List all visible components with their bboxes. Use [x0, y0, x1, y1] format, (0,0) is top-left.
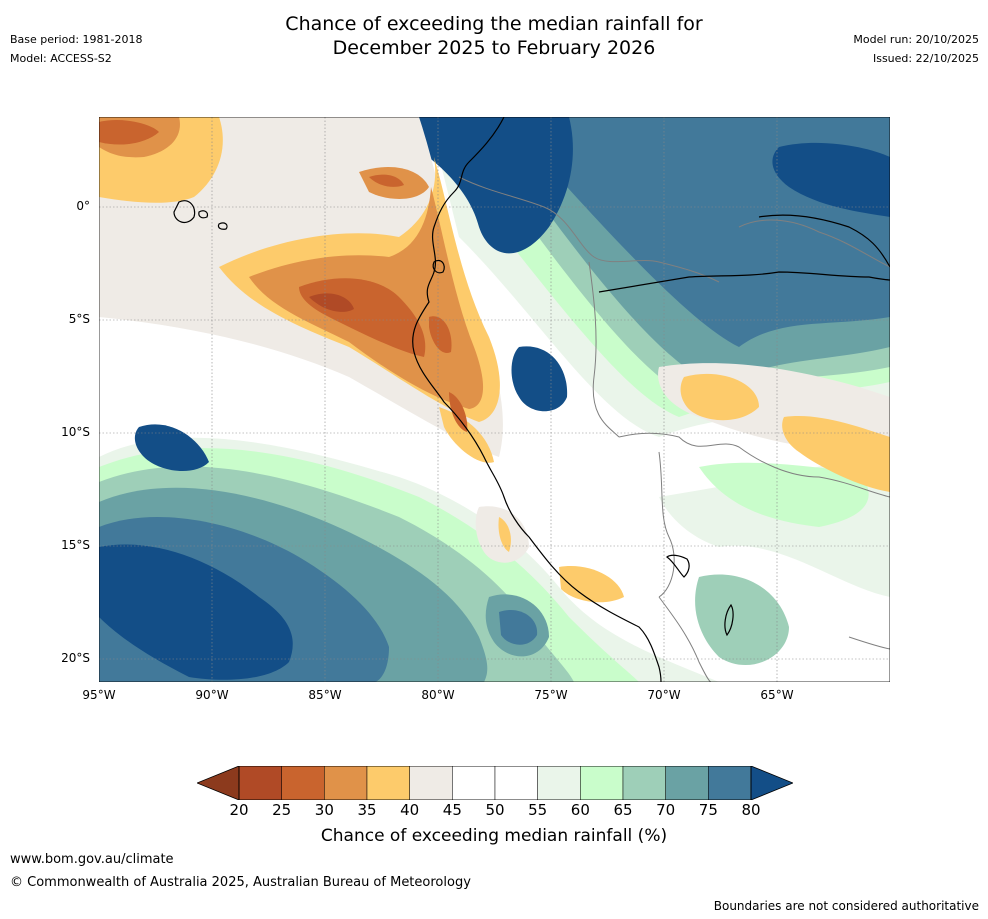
- colorbar-under-arrow: [197, 766, 240, 800]
- colorbar-tick-label: 20: [229, 801, 249, 819]
- y-tick-label: 15°S: [61, 538, 90, 553]
- boundaries-disclaimer: Boundaries are not considered authoritat…: [713, 899, 979, 913]
- country-borders: [458, 176, 890, 682]
- colorbar-tick-label: 60: [570, 801, 590, 819]
- footer-copyright: © Commonwealth of Australia 2025, Austra…: [10, 875, 471, 890]
- colorbar-tick-label: 35: [357, 801, 377, 819]
- x-tick-label: 70°W: [647, 688, 681, 702]
- colorbar-cell: [580, 766, 624, 800]
- chart-title: Chance of exceeding the median rainfall …: [0, 12, 988, 60]
- x-tick-label: 90°W: [195, 688, 229, 702]
- x-tick-label: 80°W: [421, 688, 455, 702]
- colorbar-label: Chance of exceeding median rainfall (%): [320, 826, 668, 846]
- colorbar-tick-label: 65: [613, 801, 633, 819]
- colorbar-tick-label: 55: [528, 801, 548, 819]
- colorbar-cell: [708, 766, 752, 800]
- colorbar-cell: [665, 766, 709, 800]
- colorbar-cell: [238, 766, 282, 800]
- colorbar-tick-label: 70: [656, 801, 676, 819]
- colorbar-cell: [537, 766, 581, 800]
- colorbar-tick-label: 45: [442, 801, 462, 819]
- y-tick-label: 5°S: [68, 312, 90, 327]
- region-20-25: [309, 293, 354, 312]
- colorbar-frame: [238, 766, 752, 800]
- colorbar-tick-label: 50: [485, 801, 505, 819]
- colorbar-cell: [281, 766, 325, 800]
- colorbar-cell: [409, 766, 453, 800]
- graticule: [99, 117, 890, 682]
- colorbar-cell: [366, 766, 410, 800]
- colorbar-cell: [494, 766, 538, 800]
- footer-url[interactable]: www.bom.gov.au/climate: [10, 852, 174, 867]
- colorbar: [197, 766, 793, 800]
- y-tick-label: 0°: [76, 199, 90, 214]
- meta-left: Base period: 1981-2018 Model: ACCESS-S2: [10, 30, 142, 68]
- model-run-date: Model run: 20/10/2025: [853, 33, 979, 46]
- title-line-2: December 2025 to February 2026: [332, 37, 656, 59]
- x-tick-label: 85°W: [308, 688, 342, 702]
- title-line-1: Chance of exceeding the median rainfall …: [285, 13, 703, 35]
- colorbar-over-arrow: [750, 766, 793, 800]
- y-tick-label: 10°S: [61, 425, 90, 440]
- region-80-plus: [99, 117, 890, 680]
- colorbar-tick-label: 80: [741, 801, 761, 819]
- colorbar-tick-label: 30: [314, 801, 334, 819]
- colorbar-tick-label: 25: [272, 801, 292, 819]
- colorbar-cell: [452, 766, 496, 800]
- model-name: Model: ACCESS-S2: [10, 52, 112, 65]
- meta-right: Model run: 20/10/2025 Issued: 22/10/2025: [853, 30, 979, 68]
- y-tick-label: 20°S: [61, 651, 90, 666]
- coastline: [173, 117, 890, 682]
- x-tick-label: 75°W: [534, 688, 568, 702]
- colorbar-cell: [622, 766, 666, 800]
- base-period: Base period: 1981-2018: [10, 33, 143, 46]
- issued-date: Issued: 22/10/2025: [872, 52, 979, 65]
- colorbar-tick-label: 75: [698, 801, 718, 819]
- rainfall-probability-map: [99, 117, 890, 682]
- colorbar-cell: [324, 766, 368, 800]
- colorbar-tick-label: 40: [400, 801, 420, 819]
- x-tick-label: 65°W: [760, 688, 794, 702]
- x-tick-label: 95°W: [82, 688, 116, 702]
